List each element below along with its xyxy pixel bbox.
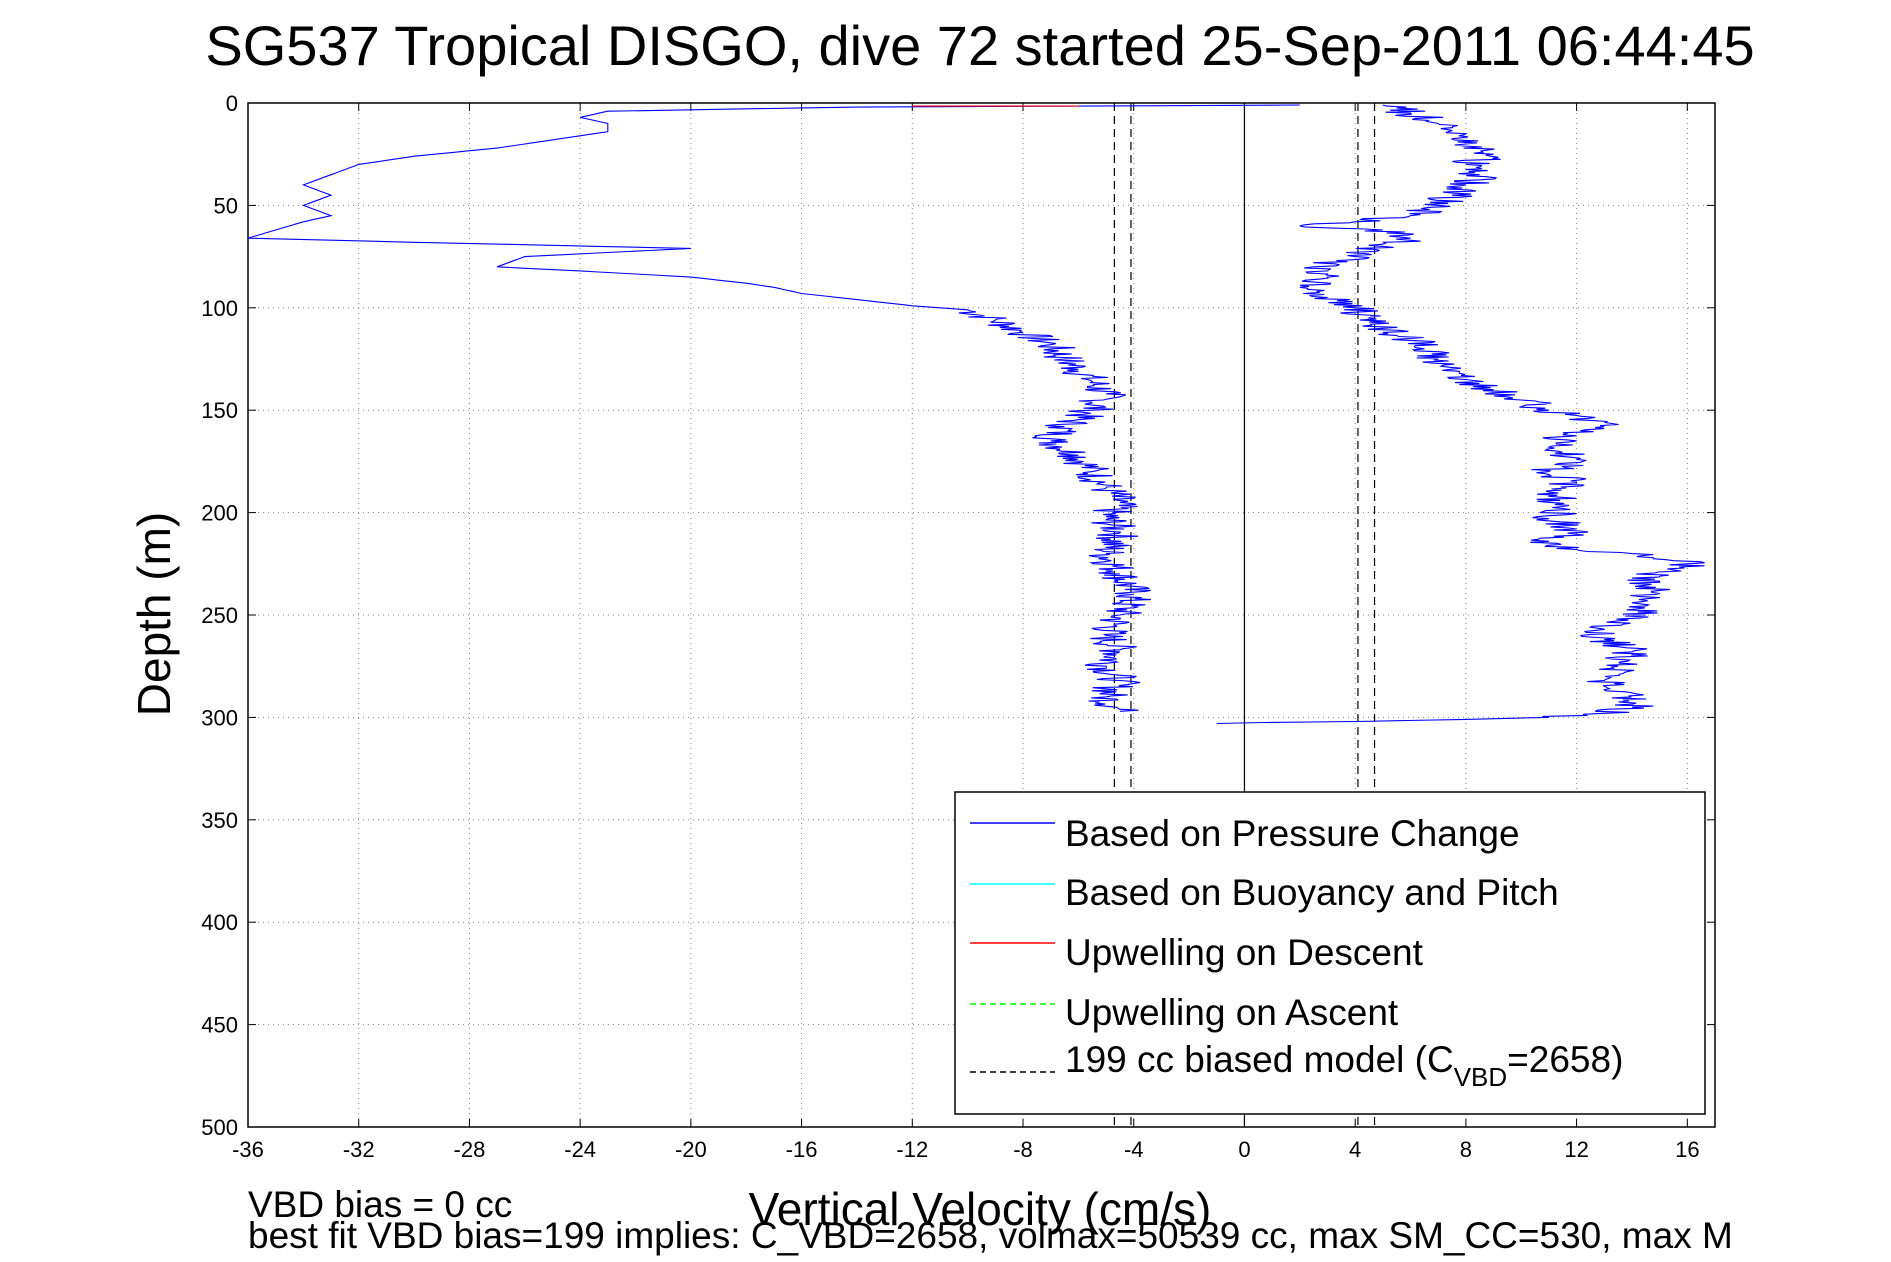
x-axis-label: Vertical Velocity (cm/s) xyxy=(749,1183,1212,1235)
legend-box xyxy=(954,791,1706,1115)
x-tick-label: -28 xyxy=(454,1137,486,1162)
y-tick-label: 350 xyxy=(201,808,238,833)
x-tick-label: 8 xyxy=(1460,1137,1472,1162)
footer-best-fit: best fit VBD bias=199 implies: C_VBD=265… xyxy=(248,1215,1733,1256)
x-tick-label: -36 xyxy=(232,1137,264,1162)
y-tick-label: 50 xyxy=(214,193,238,218)
x-tick-label: -24 xyxy=(564,1137,596,1162)
x-tick-label: -12 xyxy=(896,1137,928,1162)
axis-ticks: -36 -32 -28 -24 -20 -16 -12 -8 -4 0 4 8 12 16 0 50 100 15… xyxy=(201,91,1715,1162)
x-tick-label: 12 xyxy=(1564,1137,1588,1162)
x-tick-label: 4 xyxy=(1349,1137,1361,1162)
legend: Based on Pressure Change Based on Buoyan… xyxy=(954,791,1706,1115)
series-line-pressure-ascent xyxy=(1216,104,1705,725)
x-tick-label: 16 xyxy=(1675,1137,1699,1162)
legend-label-pressure: Based on Pressure Change xyxy=(1065,813,1520,854)
legend-label-buoyancy: Based on Buoyancy and Pitch xyxy=(1065,872,1559,913)
x-tick-label: 0 xyxy=(1238,1137,1250,1162)
data-series xyxy=(247,104,1705,725)
plot-area xyxy=(247,102,1716,1128)
x-tick-label: -32 xyxy=(343,1137,375,1162)
footer-vbd-bias: VBD bias = 0 cc xyxy=(248,1184,512,1225)
model-lines xyxy=(1113,103,1376,1127)
x-tick-label: -4 xyxy=(1124,1137,1144,1162)
y-tick-label: 500 xyxy=(201,1115,238,1140)
legend-label-biased-model: 199 cc biased model (CVBD=2658) xyxy=(1065,1039,1623,1092)
y-tick-label: 450 xyxy=(201,1013,238,1038)
chart-title: SG537 Tropical DISGO, dive 72 started 25… xyxy=(205,14,1754,77)
y-tick-label: 300 xyxy=(201,705,238,730)
legend-label-upwelling-ascent: Upwelling on Ascent xyxy=(1065,992,1399,1033)
legend-label-upwelling-descent: Upwelling on Descent xyxy=(1065,932,1424,973)
x-tick-label: -20 xyxy=(675,1137,707,1162)
series-line-pressure-descent xyxy=(247,104,1300,712)
y-tick-label: 0 xyxy=(226,91,238,116)
y-axis-label: Depth (m) xyxy=(128,512,180,716)
x-tick-label: -16 xyxy=(786,1137,818,1162)
y-tick-label: 250 xyxy=(201,603,238,628)
x-tick-label: -8 xyxy=(1013,1137,1033,1162)
y-tick-label: 100 xyxy=(201,296,238,321)
y-tick-label: 400 xyxy=(201,910,238,935)
y-tick-label: 150 xyxy=(201,398,238,423)
y-tick-label: 200 xyxy=(201,501,238,526)
